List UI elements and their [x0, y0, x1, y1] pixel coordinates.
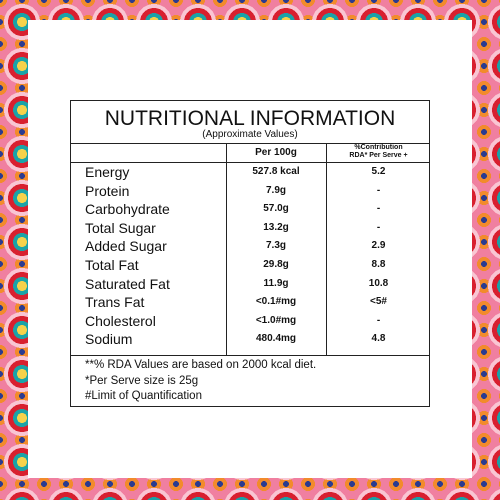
rule [326, 143, 327, 355]
rda-value: - [376, 184, 381, 196]
note: *Per Serve size is 25g [85, 374, 199, 387]
row-label: Total Sugar [85, 219, 156, 236]
title: NUTRITIONAL INFORMATION [104, 107, 396, 130]
per-100g: 7.9g [265, 184, 286, 196]
rda-value: - [376, 221, 381, 233]
row-label: Trans Fat [85, 294, 145, 311]
row-label: Sodium [85, 331, 133, 348]
per-100g: 7.3g [265, 240, 286, 252]
paper [28, 20, 472, 478]
row-label: Added Sugar [85, 238, 167, 255]
per-100g: <0.1#mg [255, 296, 297, 308]
subtitle: (Approximate Values) [202, 129, 298, 140]
row-label: Cholesterol [85, 312, 156, 329]
per-100g: 29.8g [263, 259, 289, 270]
rda-value: 8.8 [371, 259, 386, 270]
per-100g: 527.8 kcal [252, 166, 300, 177]
rda-value: - [376, 314, 381, 326]
note: **% RDA Values are based on 2000 kcal di… [85, 359, 317, 371]
header-cell: Per 100g [255, 147, 297, 158]
rda-value: 10.8 [368, 277, 389, 289]
note: #Limit of Quantification [85, 390, 202, 402]
rda-value: 2.9 [371, 240, 386, 252]
rda-value: - [376, 203, 381, 215]
header-line: %Contribution [354, 144, 403, 151]
rule [71, 162, 429, 163]
rule [71, 143, 429, 144]
row-label: Saturated Fat [85, 275, 170, 292]
per-100g: 11.9g [263, 277, 289, 289]
nutrition-table: NUTRITIONAL INFORMATION (Approximate Val… [70, 100, 430, 407]
per-100g: <1.0#mg [255, 314, 297, 326]
header-line: RDA* Per Serve + [349, 152, 408, 159]
row-label: Total Fat [85, 257, 139, 273]
row-label: Protein [85, 182, 130, 199]
per-100g: 57.0g [263, 203, 289, 215]
rule [71, 355, 429, 356]
header-cell: %Contribution RDA* Per Serve + [326, 144, 431, 160]
per-100g: 13.2g [263, 221, 289, 233]
rda-value: <5# [370, 296, 387, 308]
row-label: Carbohydrate [85, 201, 170, 218]
per-100g: 480.4mg [255, 333, 297, 345]
rda-value: 5.2 [371, 166, 386, 177]
row-label: Energy [85, 164, 130, 180]
rda-value: 4.8 [371, 333, 386, 345]
rule [226, 143, 227, 355]
